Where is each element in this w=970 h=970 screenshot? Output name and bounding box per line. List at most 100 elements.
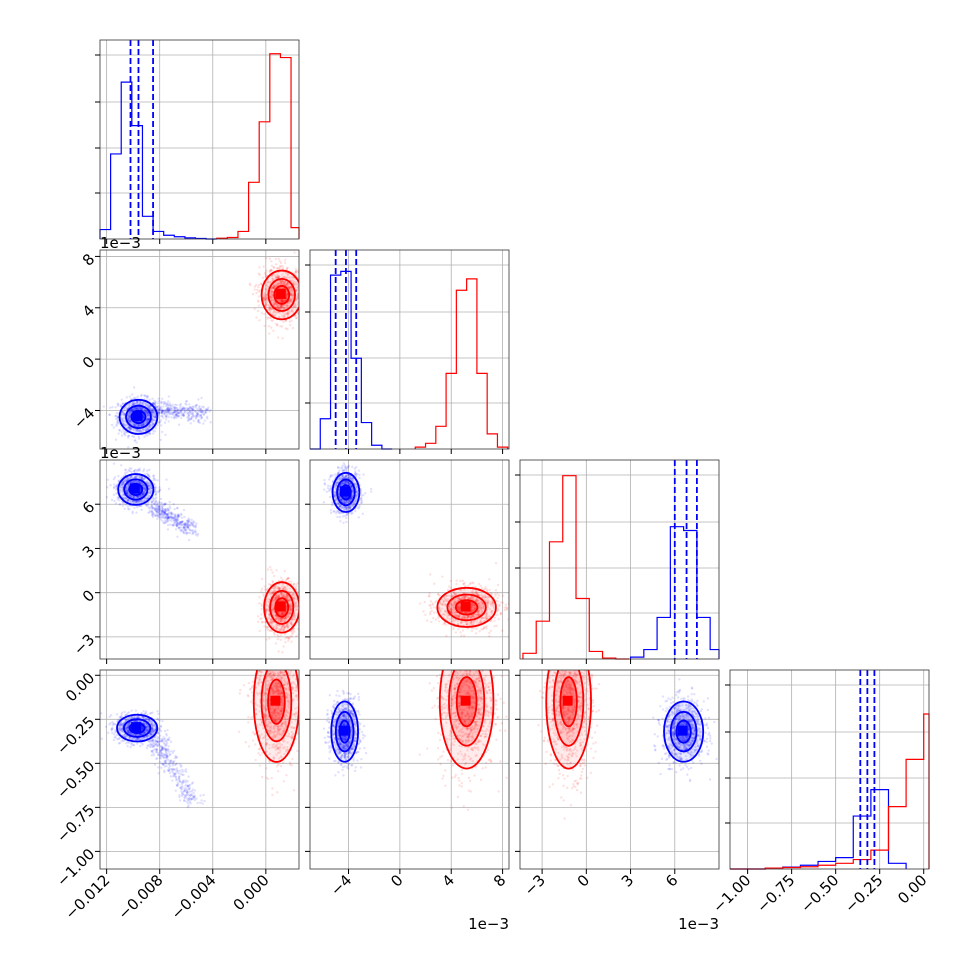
sample-point bbox=[369, 487, 373, 491]
sample-point bbox=[282, 645, 285, 648]
sample-point bbox=[282, 283, 285, 286]
sample-point bbox=[280, 305, 283, 308]
sample-point bbox=[269, 269, 273, 272]
sample-point bbox=[130, 393, 134, 396]
sample-point bbox=[143, 487, 146, 490]
sample-point bbox=[258, 596, 261, 599]
sample-point bbox=[119, 464, 123, 467]
sample-point bbox=[122, 413, 125, 416]
sample-point bbox=[160, 407, 164, 411]
sample-point bbox=[126, 491, 129, 495]
sample-point bbox=[141, 402, 144, 405]
sample-point bbox=[294, 302, 297, 306]
sample-point bbox=[166, 520, 169, 523]
sample-point bbox=[142, 469, 145, 473]
sample-point bbox=[267, 306, 271, 309]
sample-point bbox=[188, 406, 191, 409]
sample-point bbox=[138, 406, 141, 409]
sample-point bbox=[177, 411, 180, 414]
sample-point bbox=[199, 408, 202, 411]
sample-point bbox=[194, 416, 198, 419]
sample-point bbox=[180, 407, 184, 411]
sample-point bbox=[180, 516, 184, 520]
density-peak bbox=[132, 410, 143, 421]
sample-point bbox=[291, 289, 294, 292]
sample-point bbox=[117, 403, 120, 406]
sample-point bbox=[129, 481, 133, 484]
sample-point bbox=[174, 406, 178, 410]
sample-point bbox=[262, 298, 266, 301]
sample-point bbox=[190, 523, 194, 526]
sample-point bbox=[263, 298, 266, 301]
sample-point bbox=[179, 402, 183, 406]
sample-point bbox=[266, 317, 269, 320]
sample-point bbox=[291, 307, 294, 310]
sample-point bbox=[278, 298, 282, 302]
sample-point bbox=[291, 297, 294, 300]
sample-point bbox=[301, 317, 303, 319]
sample-point bbox=[135, 406, 139, 410]
sample-point bbox=[180, 512, 183, 516]
sample-point bbox=[126, 414, 130, 417]
sample-point bbox=[145, 419, 149, 423]
sample-point bbox=[268, 310, 272, 313]
sample-point bbox=[154, 416, 157, 419]
sample-point bbox=[273, 273, 276, 277]
sample-point bbox=[328, 495, 332, 499]
sample-point bbox=[188, 411, 191, 414]
sample-point bbox=[127, 411, 130, 415]
sample-point bbox=[179, 409, 182, 412]
sample-point bbox=[177, 411, 181, 415]
sample-point bbox=[145, 394, 148, 398]
sample-point bbox=[154, 427, 157, 430]
sample-point bbox=[203, 411, 207, 414]
sample-point bbox=[278, 265, 281, 268]
sample-point bbox=[300, 276, 302, 278]
sample-point bbox=[162, 409, 165, 412]
sample-point bbox=[160, 411, 163, 415]
sample-point bbox=[172, 408, 176, 411]
sample-point bbox=[158, 506, 162, 509]
sample-point bbox=[131, 510, 134, 513]
sample-point bbox=[123, 423, 126, 427]
sample-point bbox=[283, 275, 286, 279]
sample-point bbox=[179, 410, 182, 413]
sample-point bbox=[257, 283, 261, 287]
sample-point bbox=[122, 480, 125, 484]
sample-point bbox=[274, 284, 277, 287]
sample-point bbox=[151, 422, 155, 425]
sample-point bbox=[109, 484, 112, 487]
sample-point bbox=[280, 306, 284, 309]
sample-point bbox=[175, 413, 178, 416]
sample-point bbox=[147, 414, 150, 417]
sample-point bbox=[124, 471, 127, 475]
sample-point bbox=[205, 409, 209, 412]
sample-point bbox=[279, 308, 282, 311]
sample-point bbox=[167, 407, 171, 410]
sample-point bbox=[297, 291, 299, 295]
sample-point bbox=[289, 276, 292, 279]
sample-point bbox=[277, 306, 280, 310]
sample-point bbox=[357, 516, 360, 519]
sample-point bbox=[176, 507, 179, 510]
sample-point bbox=[174, 409, 177, 413]
sample-point bbox=[160, 411, 164, 414]
sample-point bbox=[144, 497, 147, 500]
sample-point bbox=[303, 309, 305, 311]
sample-point bbox=[276, 323, 279, 326]
sample-point bbox=[172, 411, 175, 414]
sample-point bbox=[140, 394, 143, 398]
sample-point bbox=[144, 429, 147, 432]
sample-point bbox=[117, 474, 120, 478]
sample-point bbox=[280, 325, 284, 328]
sample-point bbox=[281, 651, 284, 654]
sample-point bbox=[290, 640, 293, 643]
sample-point bbox=[318, 289, 320, 291]
sample-point bbox=[171, 412, 174, 415]
sample-point bbox=[274, 275, 277, 278]
sample-point bbox=[116, 402, 119, 405]
sample-point bbox=[133, 402, 136, 406]
sample-point bbox=[130, 408, 134, 411]
sample-point bbox=[285, 284, 288, 287]
sample-point bbox=[155, 490, 158, 494]
